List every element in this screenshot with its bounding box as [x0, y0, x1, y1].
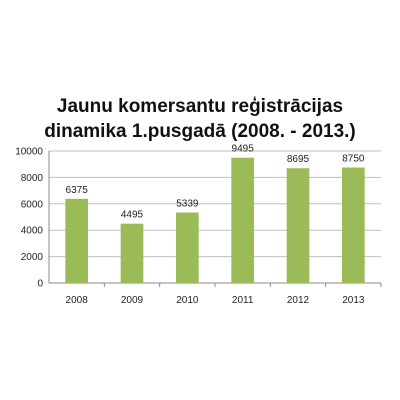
x-tick-label: 2012: [287, 295, 310, 306]
y-tick-label: 10000: [15, 147, 43, 158]
y-tick-label: 4000: [21, 226, 44, 237]
y-tick-label: 2000: [21, 252, 44, 263]
y-tick-label: 0: [37, 279, 43, 290]
data-label: 8695: [287, 154, 310, 165]
x-tick-label: 2009: [121, 295, 144, 306]
bar: [65, 198, 89, 283]
bar: [175, 212, 199, 283]
data-label: 5339: [176, 199, 199, 210]
chart-title: Jaunu komersantu reģistrācijas dinamika …: [0, 94, 400, 144]
chart-title-line-1: Jaunu komersantu reģistrācijas: [56, 96, 344, 117]
y-tick-label: 8000: [21, 173, 44, 184]
bar: [341, 167, 365, 283]
chart-title-line-2: dinamika 1.pusgadā (2008. - 2013.): [44, 121, 356, 142]
x-tick-label: 2011: [232, 295, 254, 306]
y-tick-label: 6000: [21, 199, 44, 210]
x-tick-label: 2010: [176, 295, 199, 306]
x-tick-label: 2008: [66, 295, 89, 306]
bar: [286, 168, 310, 283]
data-label: 8750: [342, 154, 365, 165]
x-tick-label: 2013: [342, 295, 365, 306]
data-label: 9495: [232, 144, 255, 155]
bar: [231, 157, 255, 283]
bar: [120, 223, 144, 283]
data-label: 4495: [121, 210, 144, 221]
data-label: 6375: [66, 185, 89, 196]
